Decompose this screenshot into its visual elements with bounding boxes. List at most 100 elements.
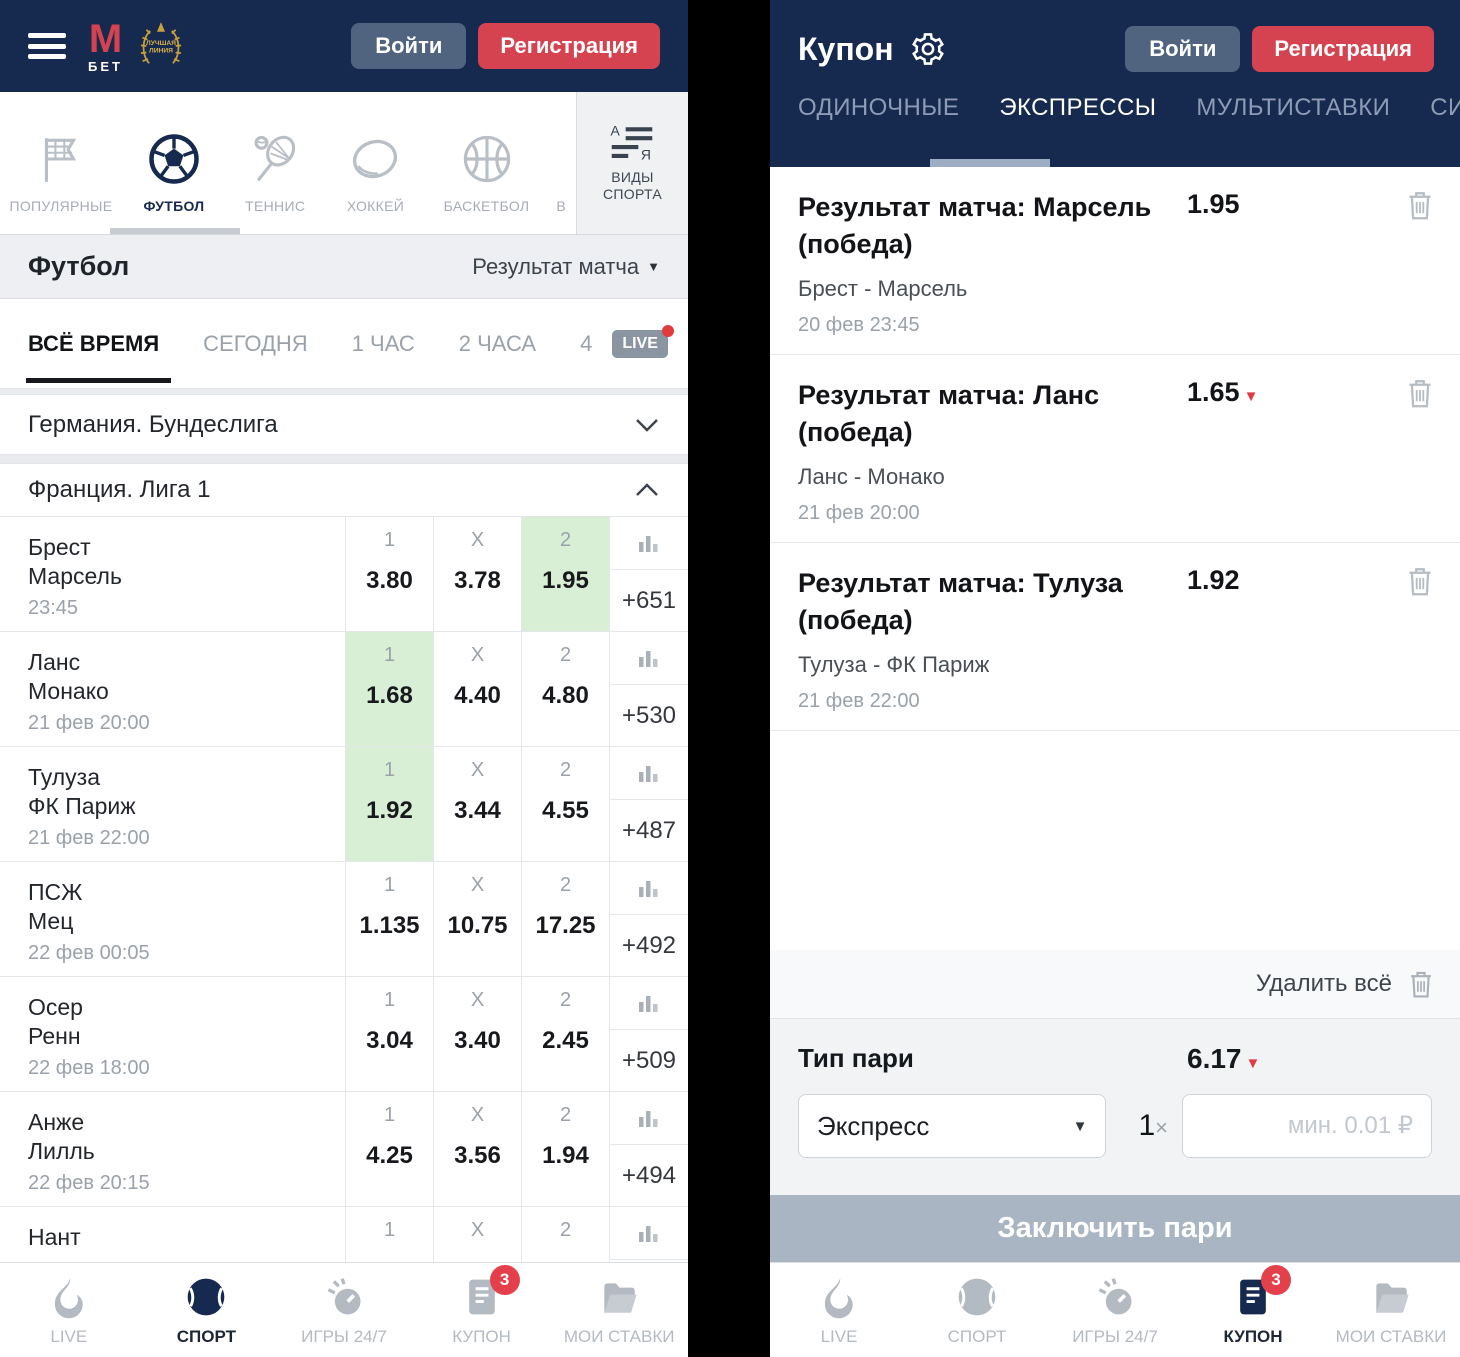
- nav-my-bets[interactable]: МОИ СТАВКИ: [1322, 1263, 1460, 1357]
- nav-my-bets[interactable]: МОИ СТАВКИ: [550, 1263, 688, 1357]
- login-button[interactable]: Войти: [1125, 26, 1241, 72]
- coupon-count-badge: 3: [489, 1264, 520, 1295]
- filter-4h-clipped[interactable]: 4: [580, 330, 593, 356]
- menu-icon[interactable]: [28, 33, 66, 59]
- more-markets-button[interactable]: +651: [610, 569, 688, 631]
- gear-icon[interactable]: [910, 31, 946, 67]
- trash-icon[interactable]: [1402, 187, 1438, 223]
- more-markets-button[interactable]: [610, 1259, 688, 1321]
- odd-x-button[interactable]: X 3.78: [433, 517, 521, 631]
- match-row: Анже Лилль 22 фев 20:15 1 4.25 X 3.56 2 1.9…: [0, 1092, 688, 1207]
- odd-label: X: [470, 1219, 485, 1241]
- odd-label: 2: [559, 1104, 572, 1126]
- sport-tab-tennis[interactable]: ТЕННИС: [226, 92, 324, 234]
- bet-title: Результат матча: Ланс (победа): [798, 380, 1100, 447]
- nav-coupon[interactable]: 3 КУПОН: [413, 1263, 551, 1357]
- odd-2-button[interactable]: 2 2.45: [521, 977, 609, 1091]
- odd-2-button[interactable]: 2 17.25: [521, 862, 609, 976]
- sport-tab-clipped[interactable]: В: [556, 198, 567, 214]
- match-info[interactable]: Тулуза ФК Париж 21 фев 22:00: [0, 747, 345, 861]
- filter-today[interactable]: СЕГОДНЯ: [203, 330, 308, 356]
- register-button[interactable]: Регистрация: [478, 23, 660, 69]
- sport-tab-football[interactable]: ФУТБОЛ: [109, 92, 240, 234]
- stats-button[interactable]: [610, 977, 688, 1029]
- tab-systems-clipped[interactable]: СИСТЕ: [1430, 94, 1460, 121]
- match-info[interactable]: Анже Лилль 22 фев 20:15: [0, 1092, 345, 1206]
- match-info[interactable]: ПСЖ Мец 22 фев 00:05: [0, 862, 345, 976]
- place-bet-button[interactable]: Заключить пари: [770, 1195, 1460, 1262]
- league-row-ligue1[interactable]: Франция. Лига 1: [0, 463, 688, 517]
- match-info[interactable]: Ланс Монако 21 фев 20:00: [0, 632, 345, 746]
- stats-button[interactable]: [610, 862, 688, 914]
- odd-x-button[interactable]: X 3.44: [433, 747, 521, 861]
- match-info[interactable]: Брест Марсель 23:45: [0, 517, 345, 631]
- coef-drop-icon: ▼: [1243, 388, 1259, 405]
- sport-tab-basketball[interactable]: БАСКЕТБОЛ: [427, 92, 547, 234]
- bar-chart-icon: [639, 996, 658, 1012]
- odd-x-button[interactable]: X 3.40: [433, 977, 521, 1091]
- more-markets-button[interactable]: +487: [610, 799, 688, 861]
- odd-1-button[interactable]: 1 4.25: [345, 1092, 433, 1206]
- match-info[interactable]: Нант: [0, 1207, 345, 1321]
- market-dropdown[interactable]: Результат матча ▼: [472, 253, 660, 279]
- team1: Нант: [28, 1224, 81, 1250]
- odd-x-button[interactable]: X 3.56: [433, 1092, 521, 1206]
- nav-coupon[interactable]: 3 КУПОН: [1184, 1263, 1322, 1357]
- nav-live[interactable]: LIVE: [770, 1263, 908, 1357]
- stake-input[interactable]: [1182, 1094, 1432, 1158]
- filter-1h[interactable]: 1 ЧАС: [351, 330, 415, 356]
- trash-icon[interactable]: [1402, 563, 1438, 599]
- odd-value: 3.40: [454, 1027, 501, 1054]
- flame-icon: [824, 1277, 853, 1318]
- odd-1-button-selected[interactable]: 1 1.92: [345, 747, 433, 861]
- odd-label: 2: [559, 874, 572, 896]
- trash-icon[interactable]: [1402, 375, 1438, 411]
- odd-x-button[interactable]: X 4.40: [433, 632, 521, 746]
- nav-live[interactable]: LIVE: [0, 1263, 138, 1357]
- brand-logo[interactable]: М БЕТ: [88, 19, 123, 73]
- nav-sport[interactable]: СПОРТ: [908, 1263, 1046, 1357]
- stats-button[interactable]: [610, 747, 688, 799]
- coupon-count-badge: 3: [1261, 1264, 1291, 1295]
- flag-icon: [44, 138, 77, 182]
- stats-button[interactable]: [610, 632, 688, 684]
- sport-tab-hockey[interactable]: ХОККЕЙ: [324, 92, 426, 234]
- nav-games-247[interactable]: ИГРЫ 24/7: [275, 1263, 413, 1357]
- sport-tab-popular[interactable]: ПОПУЛЯРНЫЕ: [0, 92, 122, 234]
- tab-singles[interactable]: ОДИНОЧНЫЕ: [798, 94, 960, 121]
- filter-all-time[interactable]: ВСЁ ВРЕМЯ: [25, 330, 172, 383]
- stats-button[interactable]: [610, 517, 688, 569]
- tab-express[interactable]: ЭКСПРЕССЫ: [999, 94, 1157, 121]
- bet-slip-footer: Удалить всё Тип пари 6.17 ▼ Экспресс ▼ 1×…: [770, 950, 1460, 1262]
- match-info[interactable]: Осер Ренн 22 фев 18:00: [0, 977, 345, 1091]
- bet-type-select[interactable]: Экспресс ▼: [798, 1094, 1107, 1158]
- league-row-bundesliga[interactable]: Германия. Бундеслига: [0, 394, 688, 455]
- nav-games-247[interactable]: ИГРЫ 24/7: [1046, 1263, 1184, 1357]
- odd-1-button[interactable]: 1 3.04: [345, 977, 433, 1091]
- odd-x-button[interactable]: X 10.75: [433, 862, 521, 976]
- more-markets-button[interactable]: +509: [610, 1029, 688, 1091]
- more-markets-button[interactable]: +494: [610, 1144, 688, 1206]
- stats-button[interactable]: [610, 1207, 688, 1259]
- match-row: ПСЖ Мец 22 фев 00:05 1 1.135 X 10.75 2 17.2…: [0, 862, 688, 977]
- odd-2-button[interactable]: 2 4.80: [521, 632, 609, 746]
- delete-all-button[interactable]: Удалить всё: [770, 950, 1460, 1019]
- odd-label: 1: [383, 1104, 396, 1126]
- stats-button[interactable]: [610, 1092, 688, 1144]
- register-button[interactable]: Регистрация: [1252, 26, 1434, 72]
- nav-sport[interactable]: СПОРТ: [138, 1263, 276, 1357]
- more-markets-button[interactable]: +530: [610, 684, 688, 746]
- odd-2-button-selected[interactable]: 2 1.95: [521, 517, 609, 631]
- odd-2-button[interactable]: 2 4.55: [521, 747, 609, 861]
- logo-bet: БЕТ: [88, 59, 123, 74]
- more-markets-button[interactable]: +492: [610, 914, 688, 976]
- all-sports-button[interactable]: А Я ВИДЫ СПОРТА: [575, 92, 688, 234]
- login-button[interactable]: Войти: [351, 23, 467, 69]
- odd-1-button[interactable]: 1 1.135: [345, 862, 433, 976]
- odd-1-button-selected[interactable]: 1 1.68: [345, 632, 433, 746]
- tab-multibets[interactable]: МУЛЬТИСТАВКИ: [1196, 94, 1391, 121]
- live-filter-badge[interactable]: LIVE: [612, 324, 674, 358]
- odd-2-button[interactable]: 2 1.94: [521, 1092, 609, 1206]
- filter-2h[interactable]: 2 ЧАСА: [458, 330, 537, 356]
- odd-1-button[interactable]: 1 3.80: [345, 517, 433, 631]
